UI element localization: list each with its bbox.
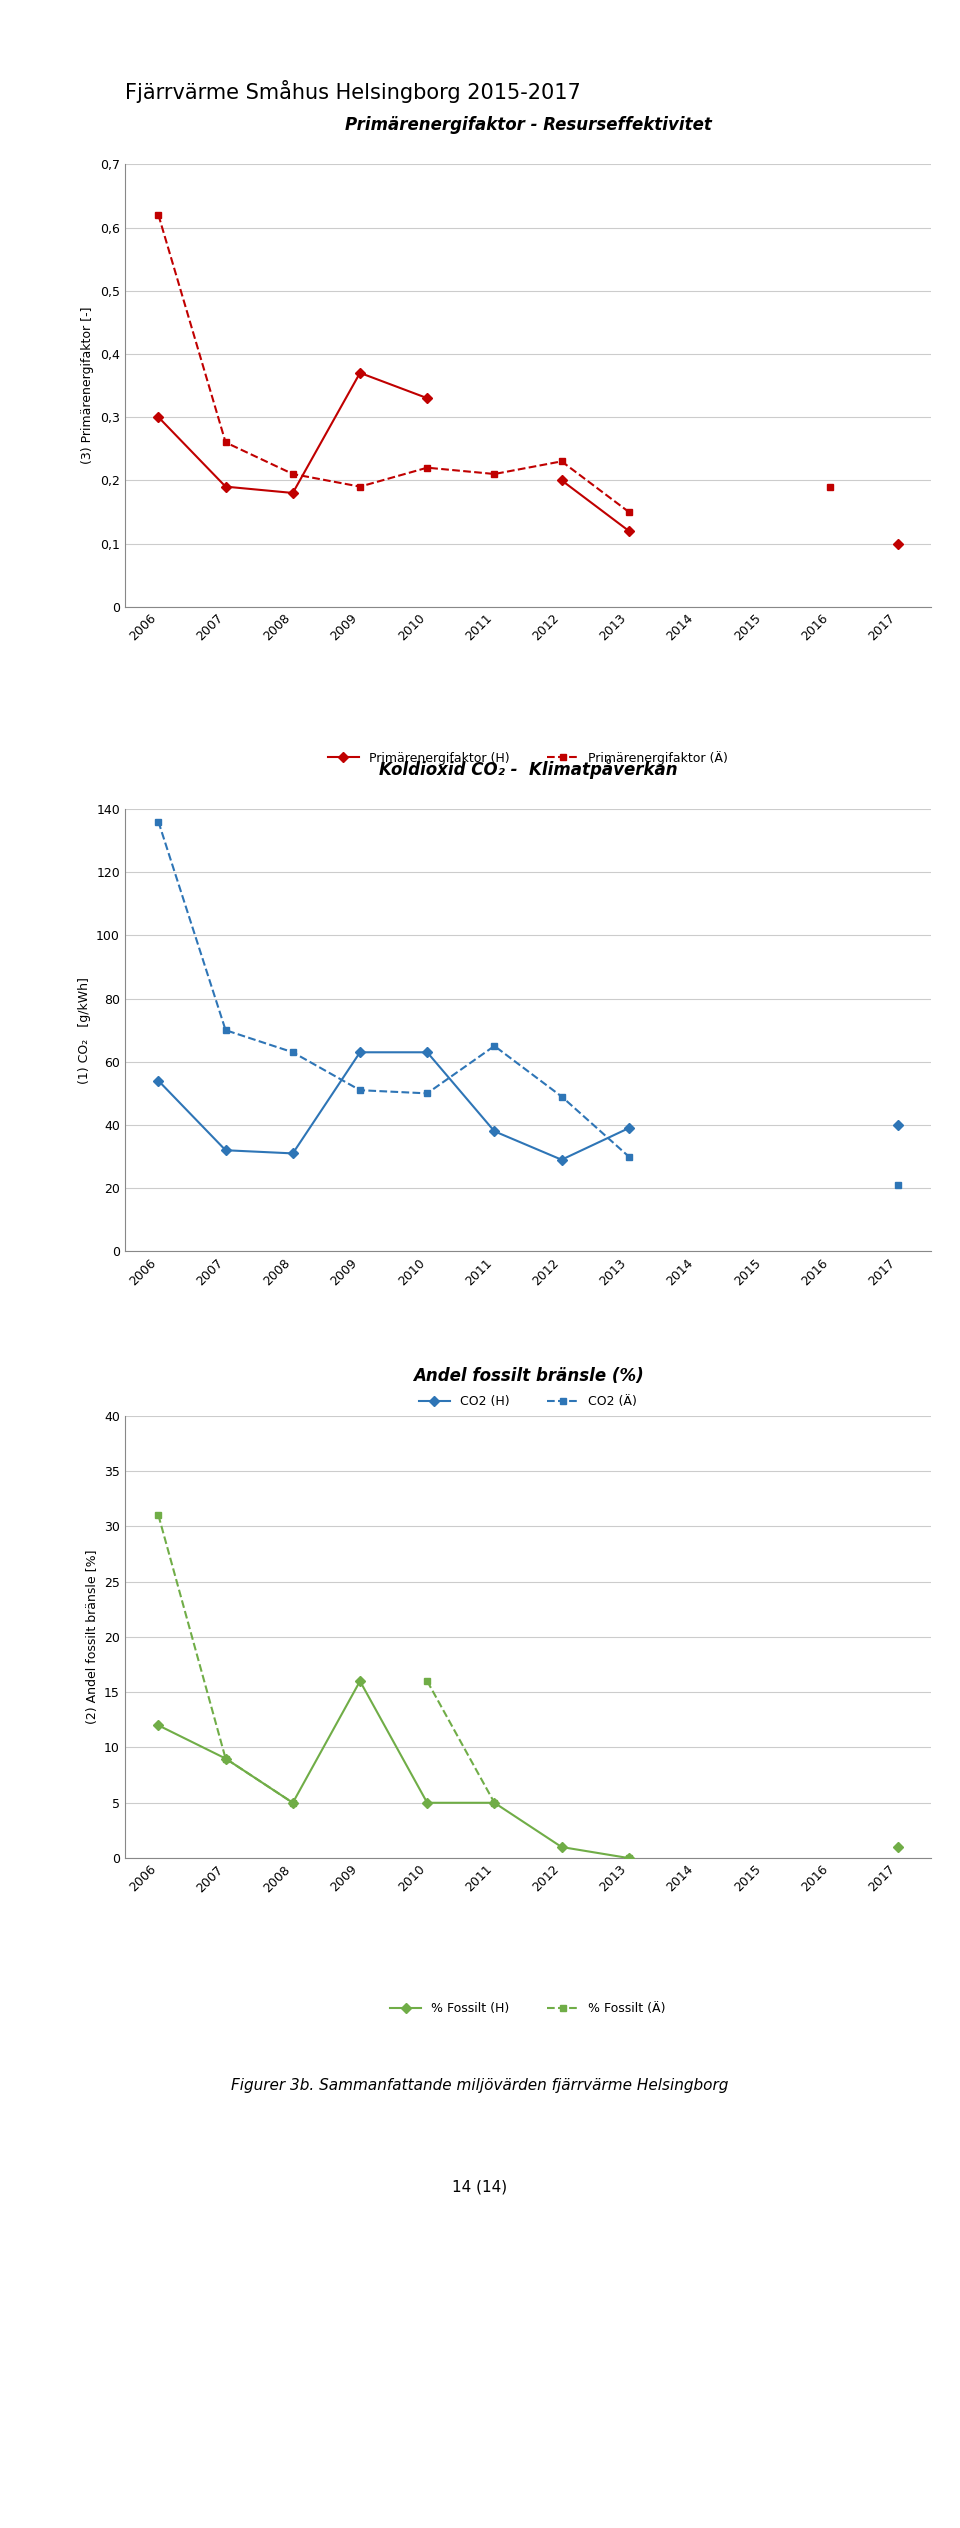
- Legend: CO2 (H), CO2 (Ä): CO2 (H), CO2 (Ä): [414, 1390, 642, 1413]
- Text: 14 (14): 14 (14): [452, 2179, 508, 2194]
- Text: Fjärrvärme Småhus Helsingborg 2015-2017: Fjärrvärme Småhus Helsingborg 2015-2017: [125, 78, 581, 104]
- Legend: % Fossilt (H), % Fossilt (Ä): % Fossilt (H), % Fossilt (Ä): [385, 1997, 671, 2020]
- Text: Koldioxid CO₂ -  Klimatpåverkan: Koldioxid CO₂ - Klimatpåverkan: [378, 758, 678, 779]
- Legend: Primärenergifaktor (H), Primärenergifaktor (Ä): Primärenergifaktor (H), Primärenergifakt…: [323, 746, 733, 769]
- Text: Primärenergifaktor - Resurseffektivitet: Primärenergifaktor - Resurseffektivitet: [345, 116, 711, 134]
- Y-axis label: (3) Primärenergifaktor [-]: (3) Primärenergifaktor [-]: [82, 306, 94, 465]
- Y-axis label: (2) Andel fossilt bränsle [%]: (2) Andel fossilt bränsle [%]: [85, 1550, 99, 1724]
- Text: Figurer 3b. Sammanfattande miljövärden fjärrvärme Helsingborg: Figurer 3b. Sammanfattande miljövärden f…: [231, 2078, 729, 2093]
- Text: Andel fossilt bränsle (%): Andel fossilt bränsle (%): [413, 1368, 643, 1385]
- Y-axis label: (1) CO₂   [g/kWh]: (1) CO₂ [g/kWh]: [78, 976, 90, 1085]
